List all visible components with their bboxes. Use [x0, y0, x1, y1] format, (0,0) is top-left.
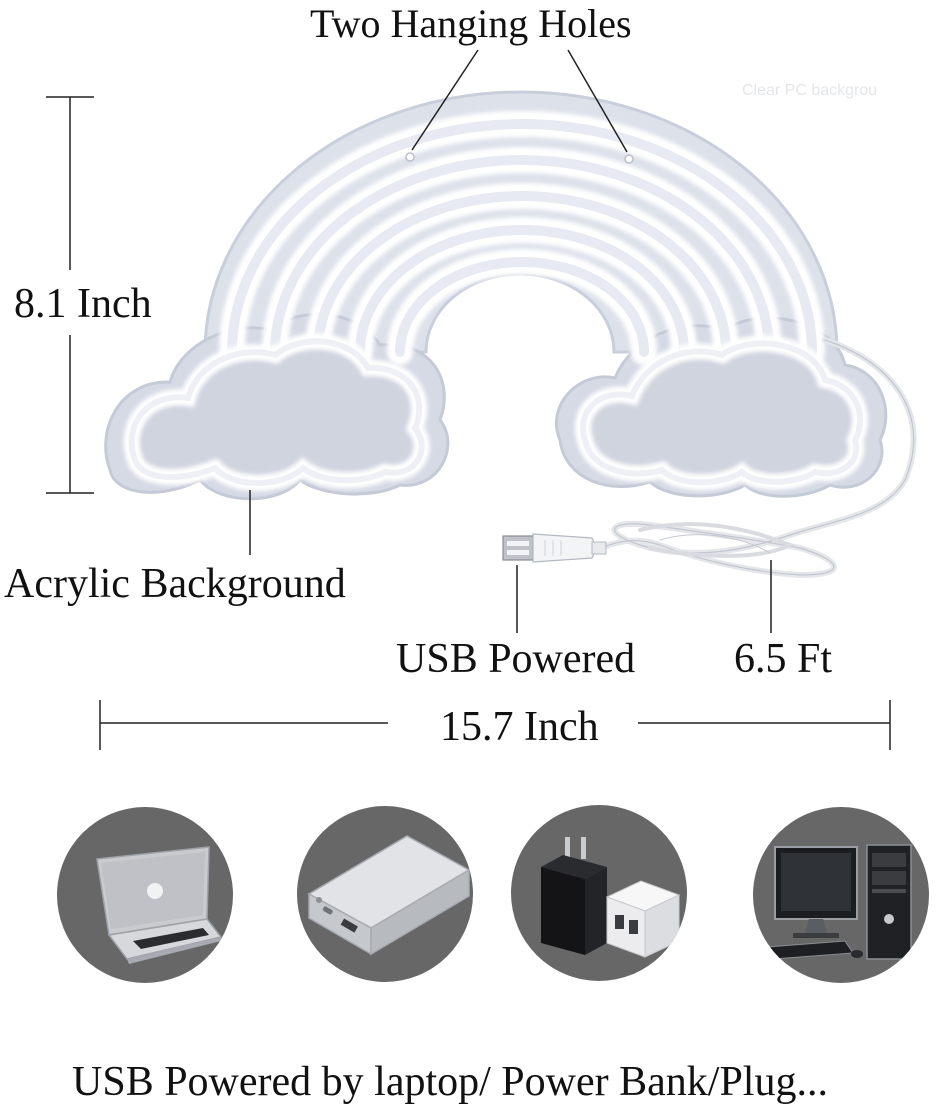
- hanging-hole-left: [405, 152, 415, 162]
- width-label: 15.7 Inch: [440, 704, 599, 750]
- pointer-line-left-hole: [411, 49, 479, 151]
- desktop-computer-device: [753, 807, 929, 983]
- pointer-line-right-hole: [567, 49, 628, 153]
- acrylic-background-label: Acrylic Background: [4, 561, 346, 607]
- rainbow-arcs: [219, 111, 825, 365]
- hanging-hole-right: [624, 154, 634, 164]
- width-dimension: [99, 700, 891, 750]
- right-cloud: [575, 335, 868, 491]
- usb-powered-label: USB Powered: [396, 636, 636, 682]
- height-label: 8.1 Inch: [14, 281, 152, 327]
- power-bank-icon: [307, 835, 471, 956]
- laptop-device: [57, 807, 233, 983]
- watermark-text: Clear PC backgrou: [742, 82, 878, 99]
- hanging-holes-label: Two Hanging Holes: [310, 1, 632, 46]
- cable-length-label: 6.5 Ft: [734, 636, 833, 682]
- usb-cable: [597, 337, 917, 579]
- power-options-caption: USB Powered by laptop/ Power Bank/Plug..…: [72, 1059, 828, 1105]
- wall-plug-device: [511, 805, 687, 981]
- left-cloud: [123, 333, 430, 491]
- height-dimension: [46, 96, 94, 494]
- desktop-computer-icon: [766, 844, 912, 960]
- rainbow-neon-sign: [46, 49, 917, 750]
- power-bank-device: [297, 806, 473, 982]
- laptop-icon: [96, 846, 223, 964]
- usb-plug: [502, 533, 607, 563]
- plug-adapter-icon: [541, 837, 681, 958]
